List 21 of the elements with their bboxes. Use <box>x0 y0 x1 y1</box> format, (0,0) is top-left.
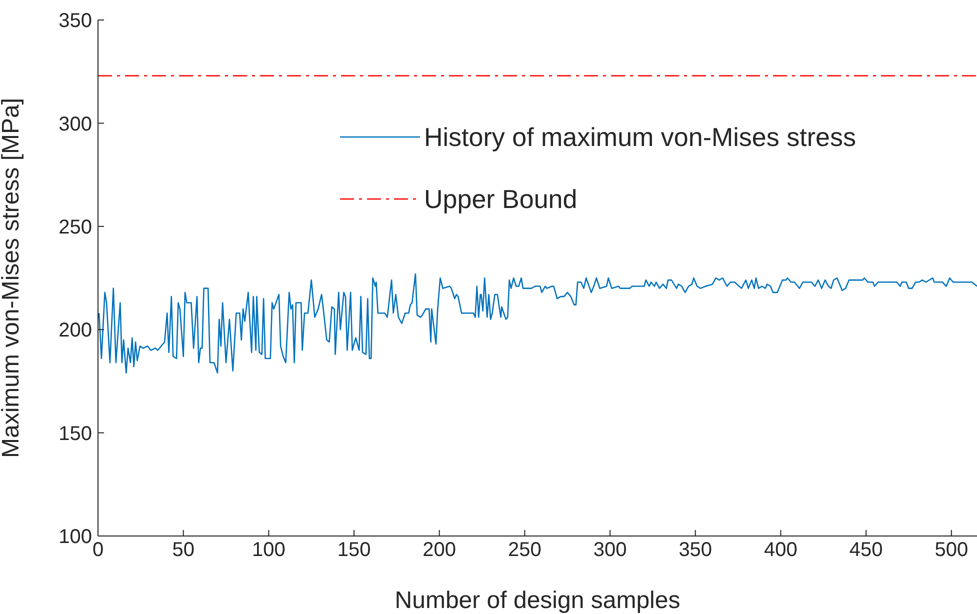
x-axis-title: Number of design samples <box>394 587 680 614</box>
x-tick-label: 150 <box>337 539 371 562</box>
y-tick-label: 350 <box>58 10 92 32</box>
y-axis-title: Maximum von-Mises stress [MPa] <box>0 98 25 458</box>
x-tick-label: 450 <box>849 539 883 562</box>
x-tick-label: 250 <box>508 539 542 562</box>
line-series <box>98 273 977 374</box>
x-tick-label: 50 <box>172 539 194 562</box>
y-tick-label: 300 <box>58 113 92 136</box>
x-tick-label: 0 <box>92 539 104 562</box>
x-tick-label: 200 <box>422 539 456 562</box>
y-tick-label: 150 <box>58 422 92 445</box>
x-tick-label: 500 <box>934 539 968 562</box>
legend-label: History of maximum von-Mises stress <box>424 122 856 152</box>
x-tick-label: 350 <box>678 539 712 562</box>
legend-label: Upper Bound <box>424 184 578 214</box>
x-tick-label: 300 <box>593 539 627 562</box>
x-tick-label: 100 <box>252 539 286 562</box>
y-tick-label: 250 <box>58 216 92 238</box>
x-tick-label: 400 <box>764 539 798 562</box>
y-tick-label: 200 <box>58 320 92 342</box>
